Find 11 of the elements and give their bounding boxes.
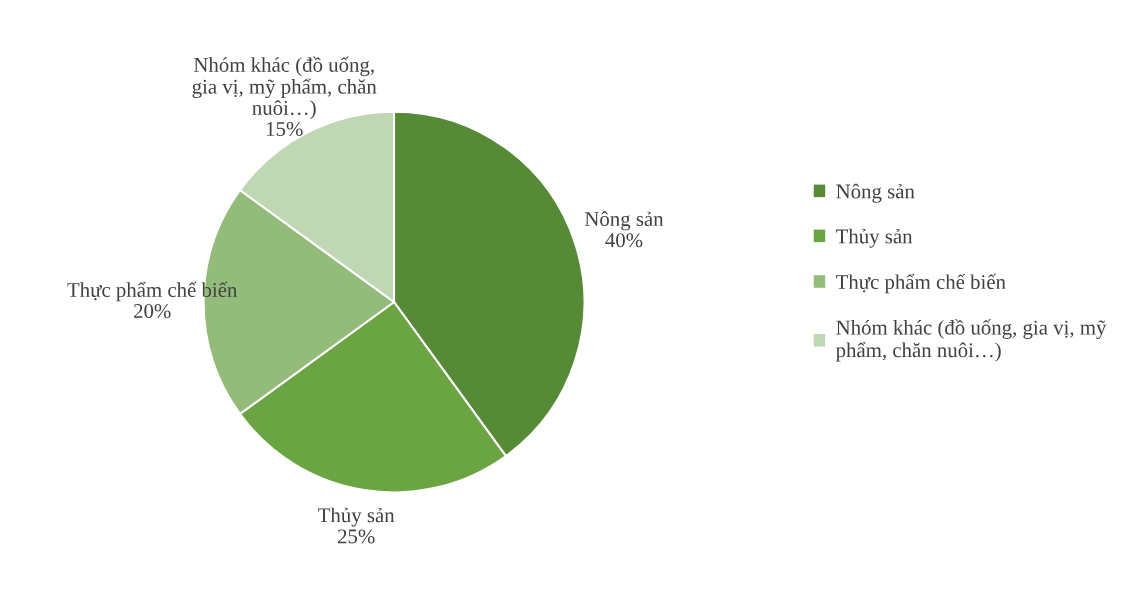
- data-label: 20%: [134, 304, 171, 319]
- legend-label: Nông sản: [836, 183, 915, 203]
- legend-label: Thủy sản: [836, 228, 913, 248]
- data-label: 25%: [337, 529, 375, 544]
- legend-label: Nhóm khác (đồ uống, gia vị, mỹ phẩm, chăn nuôi…): [835, 319, 1107, 362]
- slice-label: Nhóm khác (đồ uống, gia vị, mỹ phẩm, chăn nuôi…): [192, 56, 377, 120]
- slice-label: Nông sản: [584, 211, 664, 231]
- data-label: 15%: [266, 121, 303, 137]
- slice-label: Thủy sản: [318, 507, 395, 527]
- legend-label: Thực phẩm chế biến: [836, 273, 1006, 294]
- data-label: 40%: [605, 233, 643, 248]
